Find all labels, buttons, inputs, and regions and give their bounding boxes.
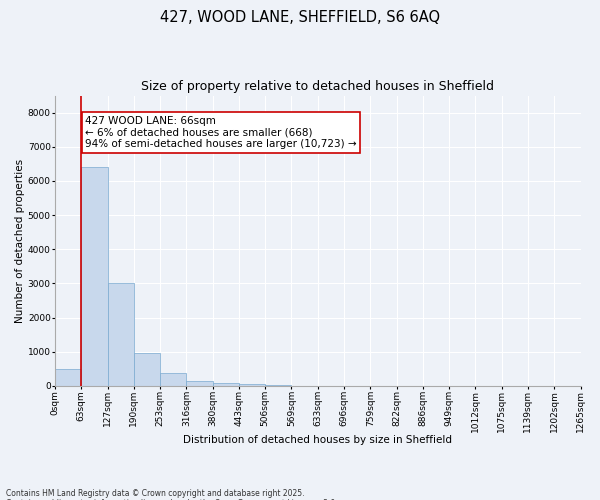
Bar [81,168,107,386]
Bar [265,385,292,386]
Text: 427, WOOD LANE, SHEFFIELD, S6 6AQ: 427, WOOD LANE, SHEFFIELD, S6 6AQ [160,10,440,25]
Bar [212,382,239,386]
Bar [239,384,265,386]
Bar [55,369,81,386]
Bar [134,354,160,386]
Text: Contains HM Land Registry data © Crown copyright and database right 2025.: Contains HM Land Registry data © Crown c… [6,488,305,498]
Y-axis label: Number of detached properties: Number of detached properties [15,158,25,323]
Bar [187,381,212,386]
Bar [160,374,187,386]
Bar [107,284,134,386]
Text: 427 WOOD LANE: 66sqm
← 6% of detached houses are smaller (668)
94% of semi-detac: 427 WOOD LANE: 66sqm ← 6% of detached ho… [85,116,357,150]
X-axis label: Distribution of detached houses by size in Sheffield: Distribution of detached houses by size … [183,435,452,445]
Text: Contains public sector information licensed under the Open Government Licence v3: Contains public sector information licen… [6,498,338,500]
Title: Size of property relative to detached houses in Sheffield: Size of property relative to detached ho… [141,80,494,93]
